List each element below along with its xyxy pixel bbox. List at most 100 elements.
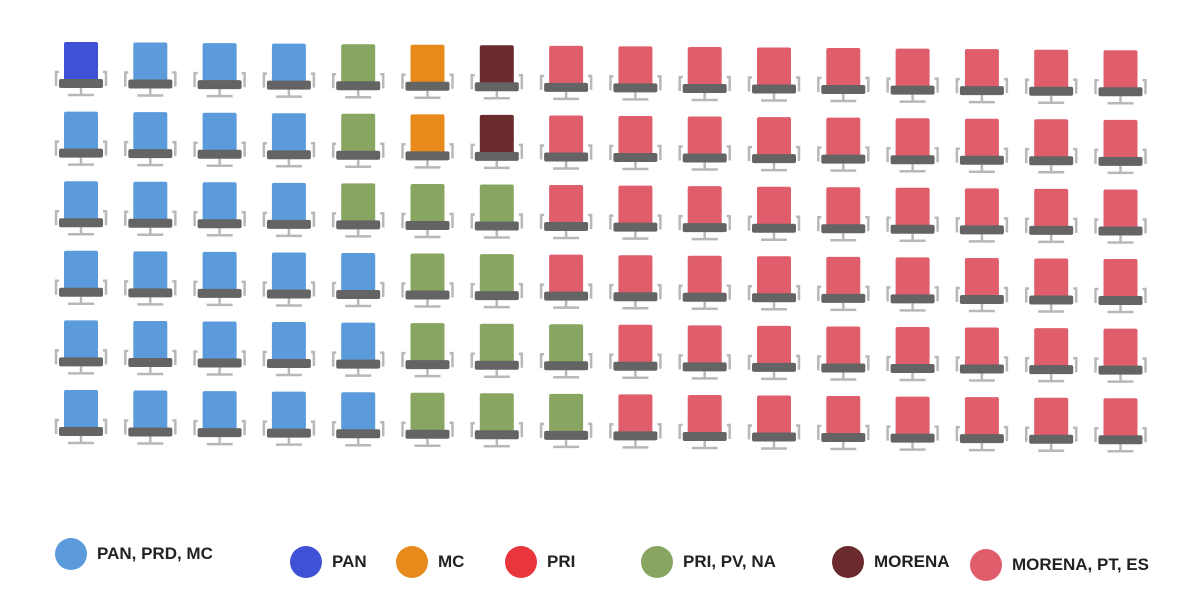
seat-pan-prd-mc [124, 42, 177, 97]
seat-morena-pt-es [747, 47, 801, 102]
seat-morena-pt-es [609, 116, 662, 171]
seat-morena-pt-es [678, 325, 731, 380]
seat-morena [470, 45, 524, 100]
seat-pan-prd-mc [262, 182, 316, 238]
seat-morena-pt-es [747, 256, 801, 311]
seat-morena-pt-es [886, 48, 939, 103]
seat-morena-pt-es [1024, 328, 1078, 383]
seat-pri-pv-na [331, 113, 385, 169]
seat-pan-prd-mc [262, 113, 316, 168]
legend-swatch [396, 546, 428, 578]
legend-label: MC [438, 552, 465, 571]
seat-pri-pv-na [470, 323, 524, 378]
legend-swatch [641, 546, 673, 578]
seat-pan-prd-mc [193, 321, 246, 376]
legend-label: PRI, PV, NA [683, 552, 776, 571]
legend-item-pan-prd-mc: PAN, PRD, MC [55, 536, 213, 572]
seat-pan-prd-mc [124, 320, 177, 376]
legend-item-pri-pv-na: PRI, PV, NA [641, 544, 776, 580]
seat-morena-pt-es [1094, 398, 1147, 453]
seat-morena-pt-es [817, 117, 870, 172]
seat-morena-pt-es [886, 187, 939, 243]
legend-swatch [832, 546, 864, 578]
legend-item-morena-pt-es: MORENA, PT, ES [970, 547, 1149, 583]
seat-morena-pt-es [539, 115, 593, 170]
seat-pan-prd-mc [193, 391, 246, 446]
legend-swatch [970, 549, 1002, 581]
seat-morena-pt-es [817, 396, 870, 451]
seat-pan-prd-mc [331, 392, 385, 447]
seat-morena-pt-es [817, 187, 870, 242]
seat-morena-pt-es [1024, 119, 1078, 174]
seat-pri-pv-na [470, 184, 524, 239]
seat-morena-pt-es [1024, 258, 1078, 313]
legend-label: PRI [547, 552, 576, 571]
seat-pri-pv-na [331, 44, 385, 99]
seat-pan-prd-mc [124, 390, 177, 445]
seat-morena-pt-es [817, 256, 870, 312]
seat-morena-pt-es [678, 186, 731, 241]
seat-morena-pt-es [886, 257, 939, 312]
seat-morena-pt-es [955, 257, 1009, 313]
seat-pan-prd-mc [193, 251, 246, 307]
seat-pan-prd-mc [54, 390, 108, 445]
seat-morena-pt-es [955, 327, 1009, 382]
seat-pan-prd-mc [54, 250, 108, 306]
seat-morena-pt-es [609, 324, 662, 380]
legend-item-mc: MC [396, 544, 464, 580]
legend-label: PAN [332, 552, 367, 571]
seat-pan-prd-mc [124, 112, 177, 167]
seat-morena-pt-es [539, 254, 593, 309]
seat-morena-pt-es [1094, 259, 1147, 314]
seat-pan-prd-mc [331, 253, 385, 308]
seat-morena-pt-es [747, 186, 801, 241]
seat-morena-pt-es [609, 46, 662, 101]
seat-morena-pt-es [678, 46, 731, 102]
seat-morena [470, 114, 524, 170]
seat-morena-pt-es [1094, 189, 1147, 244]
seat-pri-pv-na [539, 324, 593, 379]
seat-morena-pt-es [747, 395, 801, 450]
seat-pri-pv-na [470, 393, 524, 448]
seat-morena-pt-es [1024, 49, 1078, 104]
legend-label: MORENA, PT, ES [1012, 555, 1149, 574]
seat-morena-pt-es [539, 185, 593, 240]
seat-pan-prd-mc [124, 251, 177, 306]
seat-morena-pt-es [955, 49, 1009, 104]
seat-mc [401, 44, 454, 99]
seat-morena-pt-es [678, 116, 731, 171]
seat-pri-pv-na [401, 392, 454, 447]
legend-item-pri: PRI [505, 544, 575, 580]
seat-pan-prd-mc [262, 252, 316, 307]
seat-morena-pt-es [747, 325, 801, 381]
seat-pri-pv-na [331, 183, 385, 238]
seat-morena-pt-es [955, 397, 1009, 452]
seat-morena-pt-es [886, 118, 939, 173]
seat-morena-pt-es [1024, 397, 1078, 452]
seat-morena-pt-es [609, 185, 662, 240]
legend-item-morena: MORENA [832, 544, 950, 580]
seat-pan-prd-mc [331, 322, 385, 377]
seat-morena-pt-es [747, 117, 801, 172]
legend-swatch [55, 538, 87, 570]
seat-morena-pt-es [817, 48, 870, 103]
legend-swatch [505, 546, 537, 578]
seat-pri-pv-na [470, 254, 524, 309]
legend-label: PAN, PRD, MC [97, 544, 213, 563]
seat-morena-pt-es [609, 255, 662, 310]
seat-pri-pv-na [401, 323, 454, 378]
seat-pan-prd-mc [262, 391, 316, 446]
seat-morena-pt-es [1094, 328, 1147, 383]
seat-morena-pt-es [1094, 119, 1147, 175]
seat-pan [54, 42, 108, 97]
seat-morena-pt-es [1094, 50, 1147, 105]
seat-pan-prd-mc [54, 320, 108, 375]
seat-morena-pt-es [1024, 188, 1078, 244]
seat-pan-prd-mc [262, 43, 316, 98]
seat-morena-pt-es [678, 255, 731, 310]
legend-swatch [290, 546, 322, 578]
seat-pri-pv-na [539, 393, 593, 449]
seat-morena-pt-es [609, 394, 662, 449]
seat-mc [401, 114, 454, 169]
